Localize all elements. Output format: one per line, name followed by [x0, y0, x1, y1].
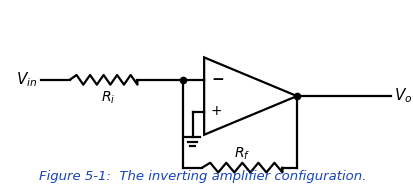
- Text: $V_{in}$: $V_{in}$: [16, 71, 37, 89]
- Text: Figure 5-1:  The inverting amplifier configuration.: Figure 5-1: The inverting amplifier conf…: [40, 170, 367, 183]
- Text: $R_f$: $R_f$: [234, 145, 250, 162]
- Text: +: +: [211, 104, 223, 118]
- Text: −: −: [211, 72, 224, 87]
- Text: $R_i$: $R_i$: [101, 90, 116, 106]
- Text: $V_o$: $V_o$: [394, 87, 412, 105]
